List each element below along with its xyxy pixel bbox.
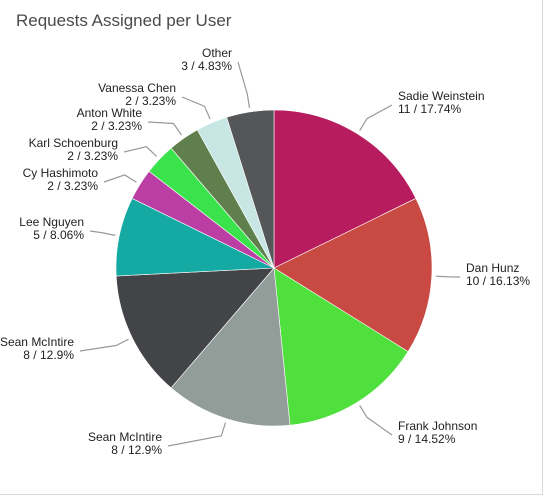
slice-label-name: Sean McIntire <box>88 430 162 444</box>
slice-label-value: 8 / 12.9% <box>111 443 162 457</box>
slice-label-value: 8 / 12.9% <box>23 348 74 362</box>
slice-label-name: Other <box>202 46 232 60</box>
slice-label-value: 3 / 4.83% <box>181 59 232 73</box>
leader-line <box>147 121 182 136</box>
leader-line <box>79 338 129 352</box>
leader-line <box>237 61 251 108</box>
pie-slice[interactable] <box>170 267 291 427</box>
leader-line <box>167 422 227 447</box>
leader-line <box>435 275 461 278</box>
leader-line <box>359 405 393 436</box>
slice-label-name: Cy Hashimoto <box>23 166 99 180</box>
slice-label-name: Sean McIntire <box>0 335 74 349</box>
slice-label-value: 2 / 3.23% <box>47 179 98 193</box>
pie-slice[interactable] <box>226 109 275 269</box>
slice-label-name: Lee Nguyen <box>19 215 84 229</box>
slice-label-value: 10 / 16.13% <box>466 274 530 288</box>
slice-label-name: Karl Schoenburg <box>29 136 118 150</box>
pie-slice[interactable] <box>273 109 417 269</box>
leader-line <box>181 96 211 120</box>
leader-line <box>89 230 116 236</box>
slice-label-name: Dan Hunz <box>466 261 519 275</box>
slice-label-value: 2 / 3.23% <box>125 94 176 108</box>
chart-title: Requests Assigned per User <box>16 11 232 30</box>
slice-label-name: Frank Johnson <box>398 419 477 433</box>
pie-slice[interactable] <box>115 267 275 389</box>
slice-label-value: 2 / 3.23% <box>91 119 142 133</box>
leader-line <box>359 104 393 131</box>
slice-label-value: 11 / 17.74% <box>398 102 461 116</box>
leader-line <box>123 146 158 157</box>
slice-label-name: Vanessa Chen <box>98 81 176 95</box>
slice-label-value: 9 / 14.52% <box>398 432 456 446</box>
pie-slice[interactable] <box>273 267 409 426</box>
slice-label-value: 2 / 3.23% <box>67 149 118 163</box>
slice-label-name: Anton White <box>77 106 143 120</box>
pie-slice[interactable] <box>273 198 433 352</box>
slice-label-name: Sadie Weinstein <box>398 89 485 103</box>
leader-line <box>103 174 137 183</box>
slice-label-value: 5 / 8.06% <box>33 228 84 242</box>
